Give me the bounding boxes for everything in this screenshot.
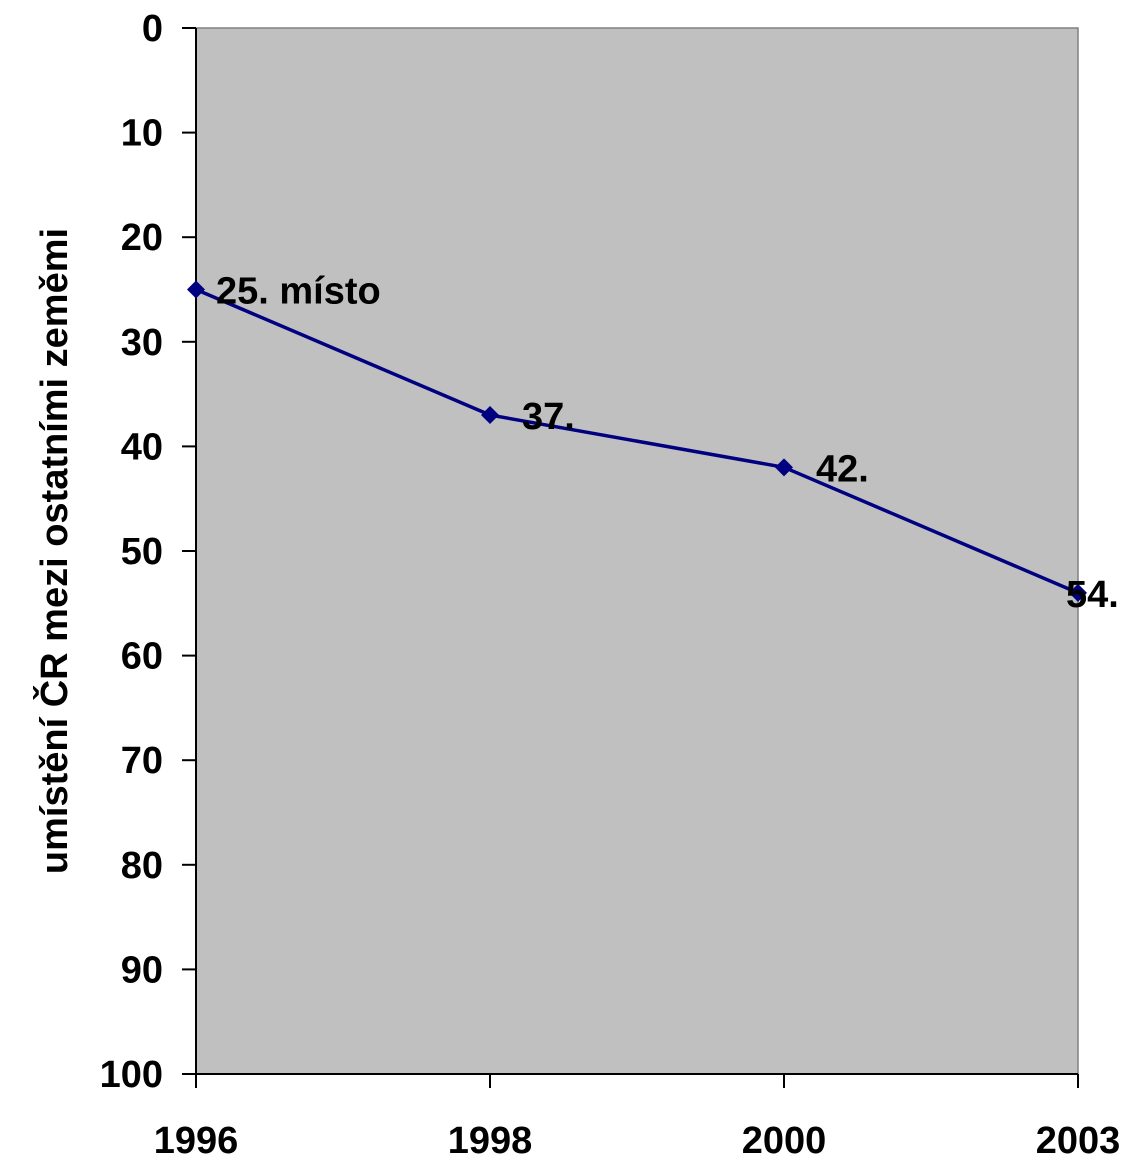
x-tick-label: 2000 [742,1120,827,1162]
y-tick-label: 30 [121,322,163,364]
series [187,280,1087,602]
plot-area [195,27,1079,1075]
y-tick-label: 20 [121,217,163,259]
x-tick-label: 1996 [154,1120,239,1162]
data-label: 25. místo [216,271,381,313]
y-tick-label: 0 [142,8,163,50]
data-label: 42. [816,448,869,490]
data-point-marker [775,458,793,477]
y-tick-label: 40 [121,426,163,468]
y-axis-title: umístění ČR mezi ostatními zeměmi [31,228,76,874]
data-label: 54. [1066,574,1119,616]
x-tick-label: 2003 [1036,1120,1121,1162]
data-point-marker [1069,583,1087,602]
data-point-marker [187,280,205,299]
y-tick-label: 90 [121,949,163,991]
y-tick-label: 80 [121,845,163,887]
data-labels: 25. místo 37. 42. 54. [216,271,1119,616]
y-axis: 0 10 20 30 40 50 60 70 80 90 100 [100,8,197,1096]
data-label: 37. [522,396,575,438]
y-tick-label: 100 [100,1054,163,1096]
data-point-marker [481,406,499,425]
series-line [195,287,1079,595]
y-tick-label: 10 [121,113,163,155]
y-tick-label: 60 [121,636,163,678]
y-tick-label: 70 [121,740,163,782]
x-tick-label: 1998 [448,1120,533,1162]
x-axis: 1996 1998 2000 2003 [154,1073,1121,1162]
y-tick-label: 50 [121,531,163,573]
